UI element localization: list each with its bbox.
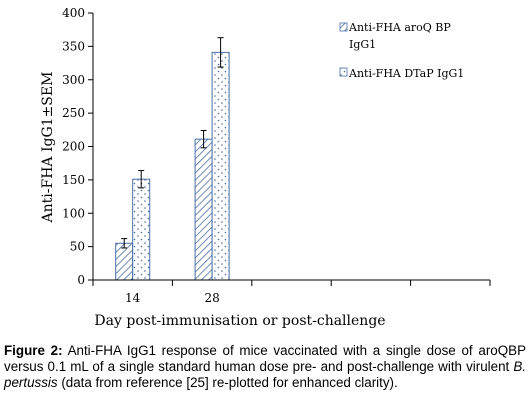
legend-label-aroq-line1: Anti-FHA aroQ BP [348,21,451,34]
x-tick-label: 28 [204,291,219,305]
legend-swatch-aroq [339,22,348,32]
y-tick-label: 350 [62,39,85,53]
error-bars [121,37,224,249]
chart: 0 50 100 150 200 250 300 350 400 14 28 Anti-FHA I… [40,6,491,329]
x-tick-label: 14 [125,291,141,305]
caption-label: Figure 2: [4,343,63,358]
bar-dtap-day-14 [132,178,151,281]
caption-italic: B. pertussis [4,359,526,390]
caption-text-1: Anti-FHA IgG1 response of mice vaccinate… [4,343,527,374]
y-axis-ticks: 0 50 100 150 200 250 300 350 400 [62,6,93,287]
y-tick-label: 100 [62,206,85,220]
y-tick-label: 0 [77,273,85,287]
legend-label-dtap: Anti-FHA DTaP IgG1 [348,67,464,80]
y-tick-label: 200 [62,140,85,154]
y-axis-title: Anti-FHA IgG1±SEM [40,72,56,224]
bars [115,51,230,281]
bar-dtap-day-28 [211,51,230,281]
bar-aroq-day-28 [194,138,213,281]
y-tick-label: 250 [62,106,85,120]
legend-swatch-dtap [339,67,348,77]
x-axis-title: Day post-immunisation or post-challenge [94,313,385,329]
y-tick-label: 150 [62,173,85,187]
y-tick-label: 50 [70,240,85,254]
y-tick-label: 400 [62,6,85,20]
legend-label-aroq-line2: IgG1 [349,38,376,51]
figure-caption: Figure 2: Anti-FHA IgG1 response of mice… [4,343,526,391]
caption-text-2: (data from reference [25] re-plotted for… [57,375,398,390]
y-tick-label: 300 [62,73,85,87]
x-axis-ticks: 14 28 [92,280,491,305]
legend: Anti-FHA aroQ BP IgG1 Anti-FHA DTaP IgG1 [339,21,464,80]
bar-aroq-day-14 [115,242,134,281]
